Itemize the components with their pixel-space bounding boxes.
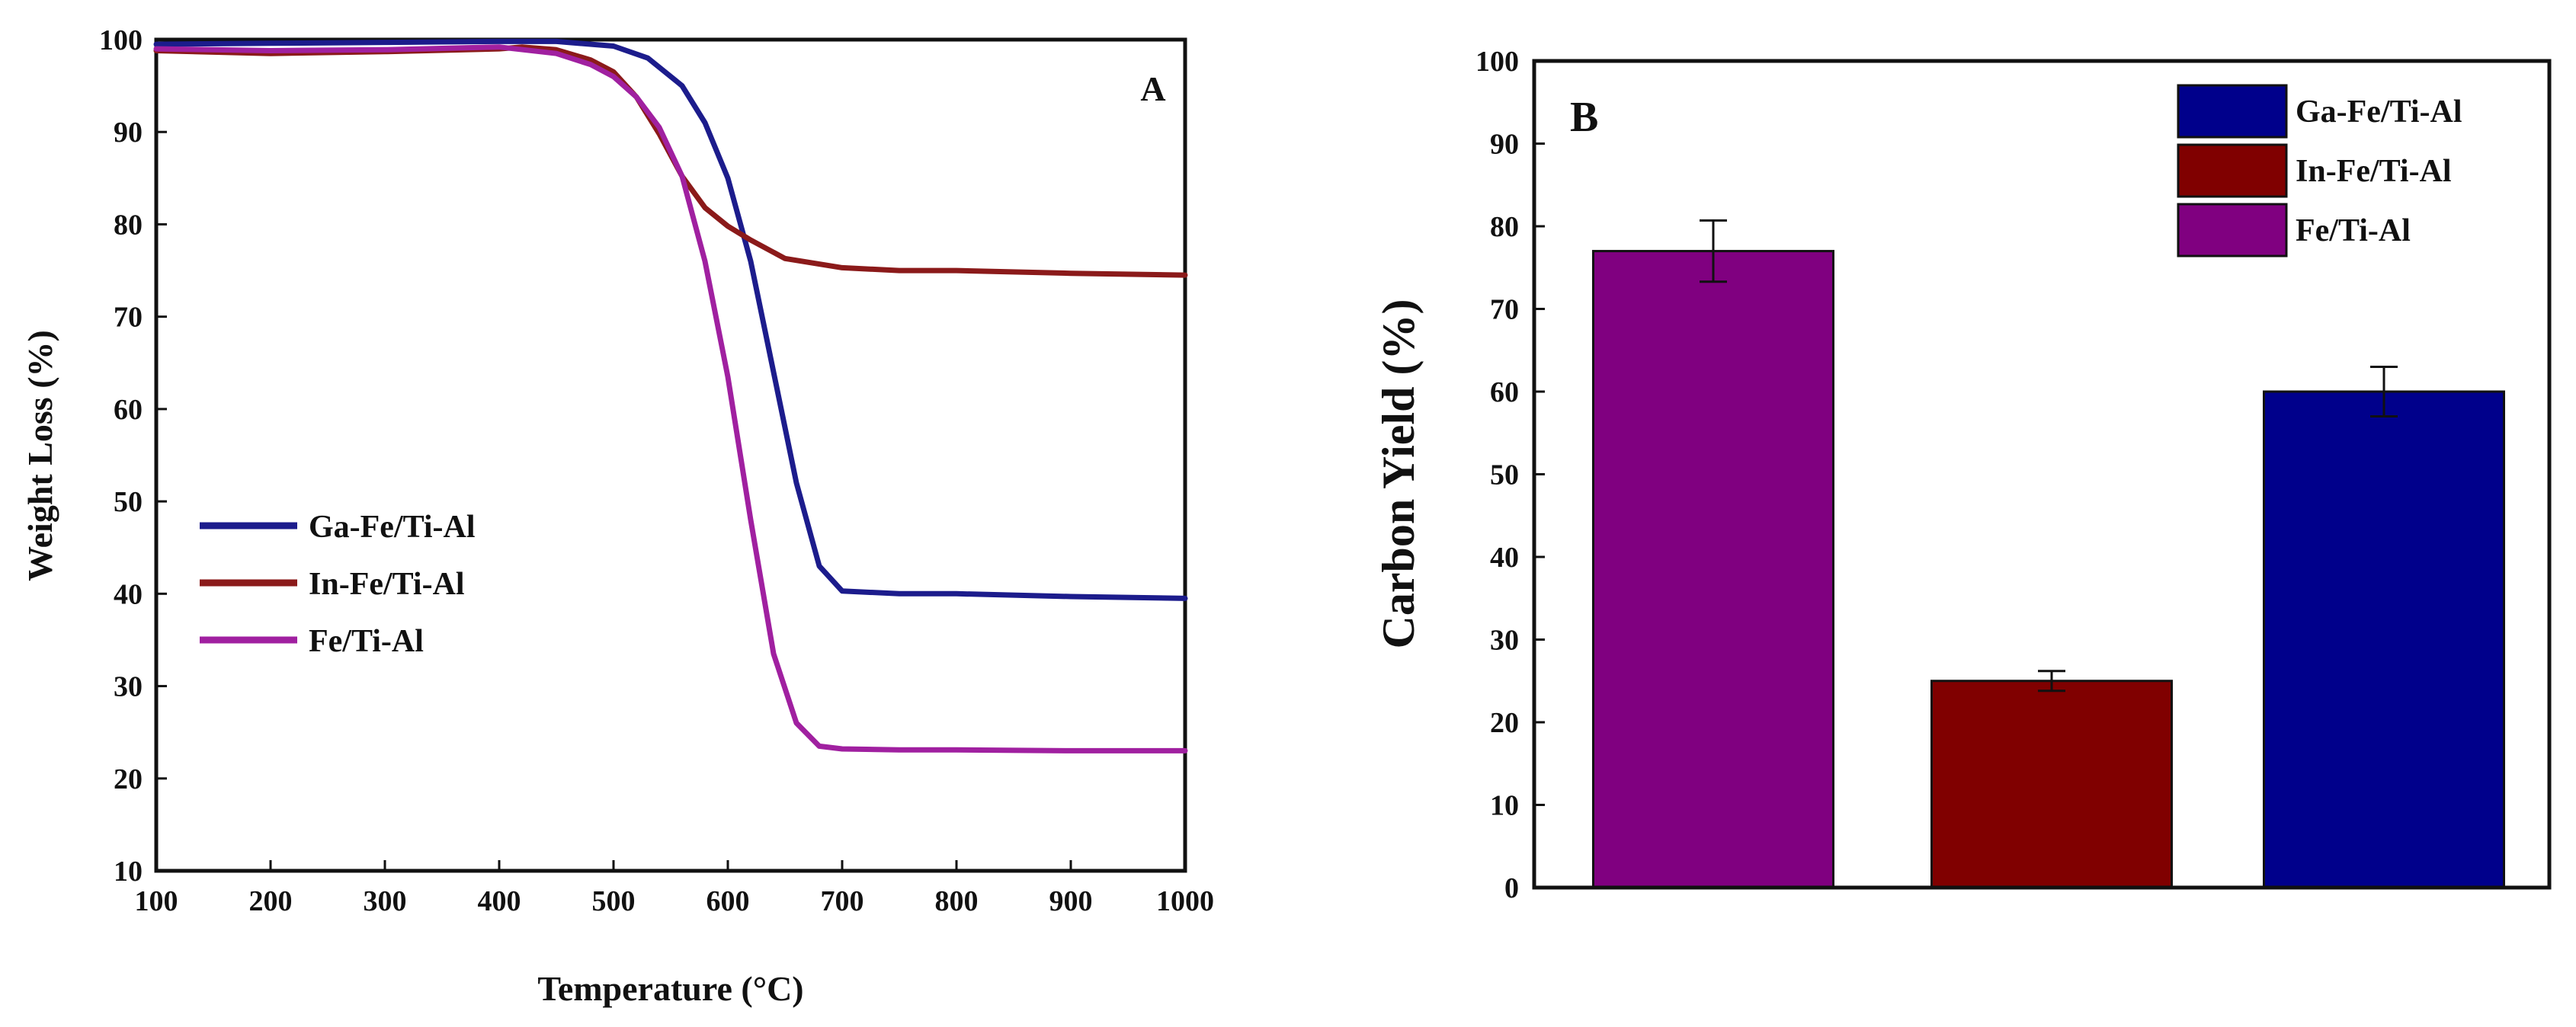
series-line-in (153, 44, 1188, 278)
panel-a-x-tick-label: 1000 (1156, 885, 1214, 917)
panel-b-y-tick-label: 30 (1490, 625, 1519, 657)
panel-b-y-tick-label: 70 (1490, 294, 1519, 326)
panel-b-y-tick-label: 90 (1490, 129, 1519, 161)
legend-text-fe: Fe/Ti-Al (2296, 213, 2411, 248)
panel-b-label: B (1570, 94, 1598, 141)
panel-a-plot-frame (154, 37, 1187, 873)
bar-ga-fe-ti-al (2263, 390, 2505, 889)
panel-a-label: A (1140, 69, 1165, 108)
panel-a-x-tick-label: 100 (135, 885, 178, 917)
panel-a-y-tick-label: 90 (114, 117, 143, 149)
panel-b-y-axis-title: Carbon Yield (%) (1373, 299, 1424, 649)
bar-fe-ti-al (1592, 250, 1834, 889)
panel-a-series-lines (153, 38, 1188, 753)
panel-a-y-tick-label: 50 (114, 486, 143, 518)
panel-a-y-tick-label: 10 (114, 856, 143, 888)
panel-b-y-tick-label: 20 (1490, 707, 1519, 739)
panel-b-y-tick-label: 60 (1490, 376, 1519, 408)
panel-a-x-tick-label: 900 (1049, 885, 1093, 917)
panel-b-y-tick-label: 40 (1490, 542, 1519, 574)
panel-b-y-tick-label: 10 (1490, 790, 1519, 822)
panel-b-y-ticks: 0 10 20 30 40 50 60 70 80 90 100 (1475, 46, 1545, 904)
bar-in-fe-ti-al (1930, 680, 2173, 889)
legend-text-in: In-Fe/Ti-Al (2296, 154, 2452, 189)
panel-b-bars (1592, 250, 2505, 889)
panel-a-x-tick-label: 200 (249, 885, 293, 917)
panel-b-y-tick-label: 0 (1504, 872, 1519, 904)
panel-b-y-tick-label: 80 (1490, 211, 1519, 243)
panel-a-y-tick-label: 30 (114, 671, 143, 703)
panel-a-y-tick-label: 80 (114, 209, 143, 241)
panel-a-x-tick-label: 500 (592, 885, 636, 917)
panel-b-plot-frame (1532, 59, 2552, 890)
panel-a-y-tick-label: 20 (114, 763, 143, 795)
panel-b-error-bars (1700, 219, 2398, 693)
panel-a-y-tick-label: 40 (114, 578, 143, 610)
panel-a-y-tick-label: 60 (114, 394, 143, 426)
panel-a-x-tick-label: 400 (478, 885, 521, 917)
legend-label-ga: Ga-Fe/Ti-Al (309, 510, 476, 545)
legend-swatch-in (2177, 143, 2288, 198)
panel-a-x-tick-label: 700 (821, 885, 864, 917)
panel-b-legend: Ga-Fe/Ti-Al In-Fe/Ti-Al Fe/Ti-Al (2177, 84, 2462, 258)
panel-a-x-ticks: 100 200 300 400 500 600 700 800 900 1000 (135, 860, 1214, 917)
panel-a-x-tick-label: 800 (935, 885, 979, 917)
panel-a-x-axis-title: Temperature (°C) (537, 969, 803, 1008)
legend-swatch-ga (2177, 84, 2288, 139)
legend-swatch-fe (2177, 203, 2288, 258)
series-line-ga (153, 38, 1188, 601)
panel-a-legend: Ga-Fe/Ti-Al In-Fe/Ti-Al Fe/Ti-Al (200, 510, 476, 659)
panel-a-tga-chart: 100 200 300 400 500 600 700 800 900 1000 10 20 30 40… (21, 24, 1214, 1008)
legend-label-in: In-Fe/Ti-Al (309, 567, 465, 602)
panel-a-y-axis-title: Weight Loss (%) (21, 330, 59, 581)
panel-a-y-tick-label: 70 (114, 302, 143, 334)
legend-label-fe: Fe/Ti-Al (309, 624, 424, 659)
panel-a-y-tick-label: 100 (99, 24, 143, 56)
legend-text-ga: Ga-Fe/Ti-Al (2296, 94, 2462, 130)
panel-a-x-tick-label: 300 (364, 885, 407, 917)
panel-b-y-tick-label: 100 (1475, 46, 1519, 78)
panel-a-y-ticks: 10 20 30 40 50 60 70 80 90 100 (99, 24, 167, 888)
panel-b-carbon-yield-chart: 0 10 20 30 40 50 60 70 80 90 100 B Ga-Fe/Ti-Al In-… (1373, 46, 2552, 904)
panel-a-x-tick-label: 600 (706, 885, 750, 917)
series-line-fe (153, 44, 1188, 753)
panel-b-y-tick-label: 50 (1490, 459, 1519, 491)
